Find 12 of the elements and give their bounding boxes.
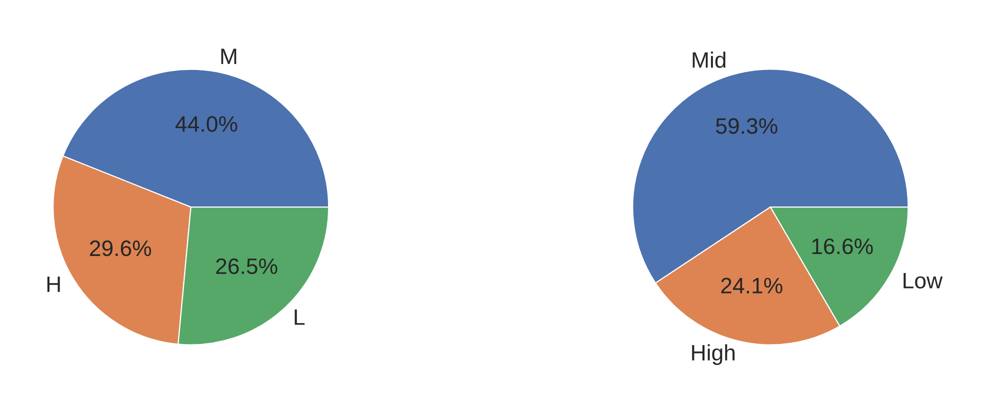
data-label: 29.6%	[90, 240, 152, 256]
slice-label: High	[692, 344, 735, 365]
data-label: 59.3%	[716, 118, 778, 134]
data-label: 16.6%	[812, 238, 873, 254]
slice-label: L	[294, 310, 305, 325]
slice-label: Low	[904, 273, 943, 289]
data-label: 26.5%	[216, 258, 278, 274]
data-label: 24.1%	[721, 278, 782, 294]
slice-label: Mid	[692, 52, 726, 68]
data-label: 44.0%	[175, 116, 238, 132]
slice-label: M	[221, 48, 236, 64]
slice-label: H	[47, 276, 60, 292]
